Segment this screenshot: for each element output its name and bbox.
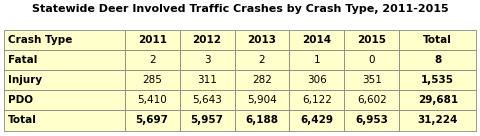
Bar	[180, 70, 235, 90]
Bar	[180, 90, 235, 110]
Bar	[235, 90, 289, 110]
Bar	[289, 110, 344, 131]
Bar	[125, 30, 180, 50]
Bar	[125, 70, 180, 90]
Bar	[289, 90, 344, 110]
Text: 1: 1	[313, 55, 320, 65]
Text: 5,697: 5,697	[136, 115, 168, 126]
Bar	[344, 30, 399, 50]
Bar	[399, 90, 476, 110]
Text: 31,224: 31,224	[418, 115, 458, 126]
Text: Injury: Injury	[8, 75, 42, 85]
Text: 285: 285	[142, 75, 162, 85]
Bar	[4, 110, 125, 131]
Bar	[125, 50, 180, 70]
Bar	[180, 50, 235, 70]
Bar	[4, 50, 125, 70]
Text: Crash Type: Crash Type	[8, 35, 72, 45]
Bar	[344, 90, 399, 110]
Text: 3: 3	[204, 55, 210, 65]
Text: 2: 2	[259, 55, 265, 65]
Text: 5,410: 5,410	[137, 95, 167, 105]
Bar	[235, 30, 289, 50]
Bar	[235, 70, 289, 90]
Bar	[399, 110, 476, 131]
Text: PDO: PDO	[8, 95, 33, 105]
Text: 2011: 2011	[138, 35, 167, 45]
Text: 5,957: 5,957	[191, 115, 224, 126]
Bar	[125, 110, 180, 131]
Bar	[180, 110, 235, 131]
Text: 2013: 2013	[248, 35, 276, 45]
Bar	[399, 70, 476, 90]
Bar	[344, 110, 399, 131]
Text: 6,602: 6,602	[357, 95, 387, 105]
Text: 6,188: 6,188	[245, 115, 278, 126]
Text: 0: 0	[369, 55, 375, 65]
Text: 2015: 2015	[357, 35, 386, 45]
Text: 6,953: 6,953	[355, 115, 388, 126]
Text: 1,535: 1,535	[421, 75, 454, 85]
Bar	[125, 90, 180, 110]
Bar	[344, 70, 399, 90]
Text: 6,122: 6,122	[302, 95, 332, 105]
Bar	[399, 30, 476, 50]
Bar	[289, 70, 344, 90]
Text: 2012: 2012	[192, 35, 222, 45]
Text: 306: 306	[307, 75, 327, 85]
Text: 282: 282	[252, 75, 272, 85]
Bar	[4, 30, 125, 50]
Bar	[344, 50, 399, 70]
Text: 29,681: 29,681	[418, 95, 458, 105]
Bar	[235, 50, 289, 70]
Text: Total: Total	[8, 115, 36, 126]
Text: Total: Total	[423, 35, 452, 45]
Text: Fatal: Fatal	[8, 55, 37, 65]
Bar	[4, 90, 125, 110]
Bar	[399, 50, 476, 70]
Bar	[4, 70, 125, 90]
Bar	[235, 110, 289, 131]
Text: 8: 8	[434, 55, 441, 65]
Bar	[180, 30, 235, 50]
Text: 2014: 2014	[302, 35, 332, 45]
Text: 5,904: 5,904	[247, 95, 277, 105]
Text: 5,643: 5,643	[192, 95, 222, 105]
Text: 6,429: 6,429	[300, 115, 334, 126]
Bar	[289, 30, 344, 50]
Bar	[289, 50, 344, 70]
Text: Statewide Deer Involved Traffic Crashes by Crash Type, 2011-2015: Statewide Deer Involved Traffic Crashes …	[32, 4, 448, 14]
Text: 311: 311	[197, 75, 217, 85]
Text: 351: 351	[362, 75, 382, 85]
Text: 2: 2	[149, 55, 156, 65]
